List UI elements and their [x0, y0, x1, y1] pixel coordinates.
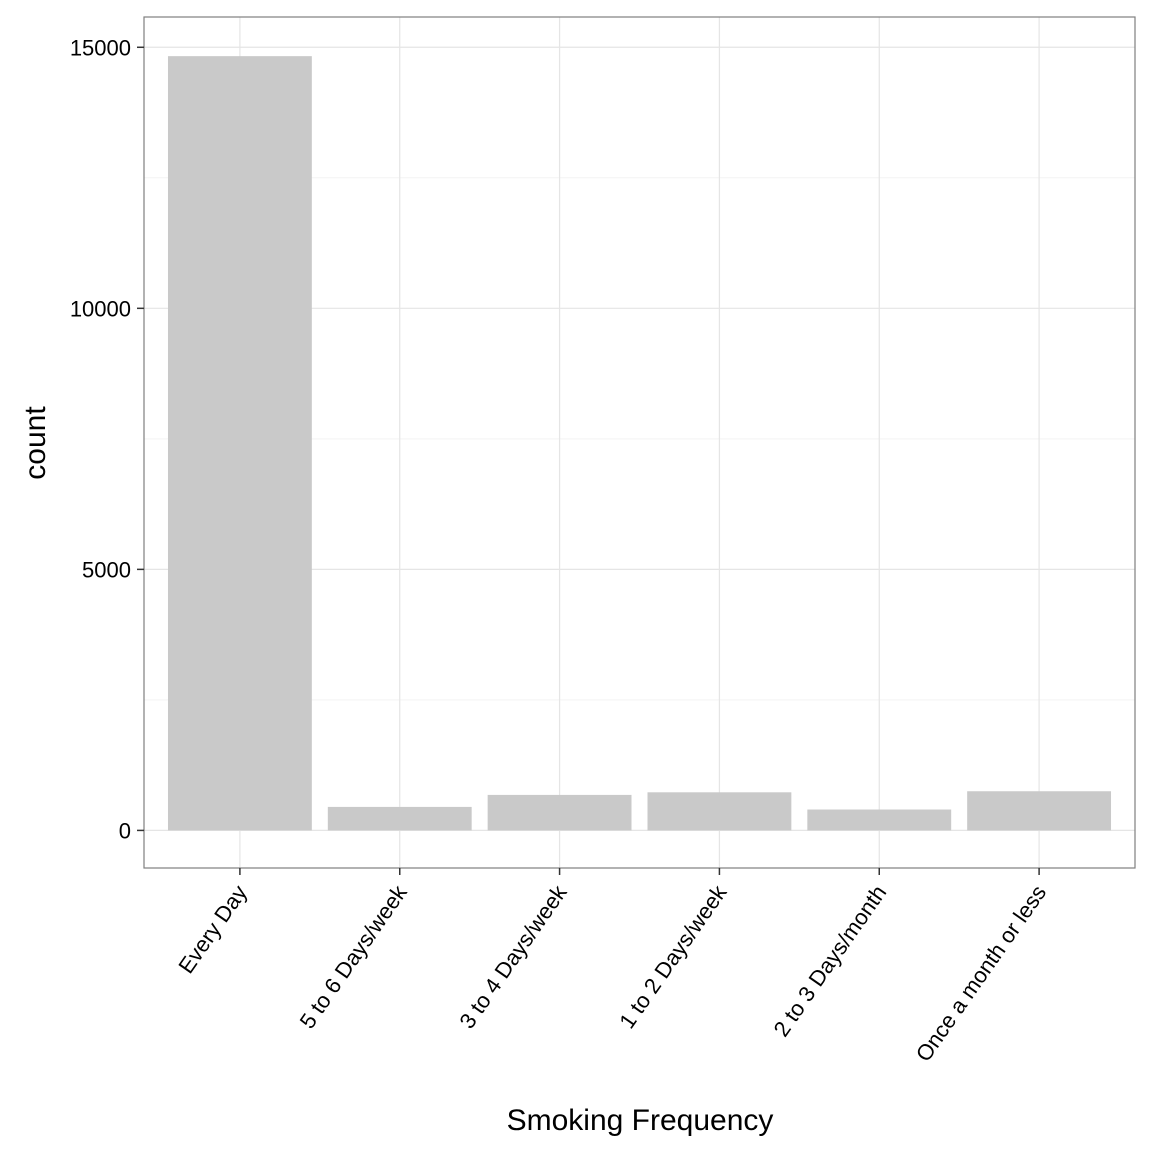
bar-3: [647, 792, 792, 831]
bar-5: [967, 791, 1112, 831]
bar-4: [807, 809, 952, 831]
x-tick-label: Every Day: [173, 881, 252, 978]
y-axis-title: count: [19, 406, 52, 480]
y-tick-label: 15000: [70, 35, 131, 60]
x-tick-label: 5 to 6 Days/week: [295, 880, 413, 1033]
x-axis: Every Day 5 to 6 Days/week 3 to 4 Days/wee…: [173, 868, 1051, 1066]
x-tick-label: 1 to 2 Days/week: [614, 880, 732, 1033]
y-axis: 0 5000 10000 15000: [70, 35, 144, 843]
y-tick-label: 10000: [70, 296, 131, 321]
bar-0: [167, 56, 312, 831]
x-axis-title: Smoking Frequency: [507, 1104, 774, 1137]
bars: [167, 56, 1112, 831]
bar-1: [327, 806, 472, 831]
y-tick-label: 0: [119, 818, 131, 843]
bar-2: [487, 794, 632, 831]
x-tick-label: 3 to 4 Days/week: [454, 880, 572, 1033]
x-tick-label: 2 to 3 Days/month: [768, 881, 891, 1042]
plot-border: [143, 16, 1136, 869]
x-tick-label: Once a month or less: [911, 881, 1051, 1067]
y-tick-label: 5000: [82, 557, 131, 582]
